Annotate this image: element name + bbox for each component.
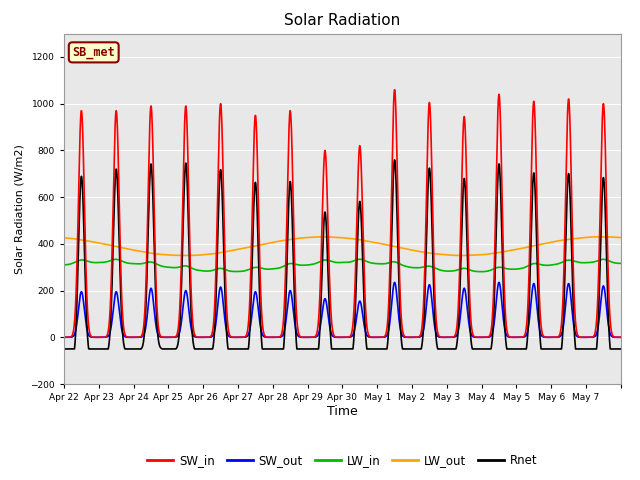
SW_out (495, 279, 503, 285)
LW_in (393, 260, 401, 265)
LW_in (356, 256, 364, 262)
LW_in (523, 264, 531, 269)
SW_out (617, 335, 625, 340)
SW_in (523, 323, 531, 329)
Rnet (523, 345, 531, 350)
SW_in (495, 92, 503, 98)
LW_out (602, 234, 610, 240)
LW_in (364, 259, 371, 264)
LW_in (617, 261, 625, 266)
Rnet (393, 210, 401, 216)
Rnet (390, 157, 398, 163)
LW_out (537, 241, 545, 247)
Rnet (495, 162, 503, 168)
Line: LW_in: LW_in (64, 259, 621, 272)
SW_in (60, 335, 68, 340)
Rnet (617, 346, 625, 352)
SW_in (393, 155, 401, 160)
LW_in (537, 262, 545, 267)
SW_out (393, 293, 401, 299)
Legend: SW_in, SW_out, LW_in, LW_out, Rnet: SW_in, SW_out, LW_in, LW_out, Rnet (143, 449, 542, 472)
LW_out (175, 252, 183, 258)
LW_out (458, 252, 465, 258)
SW_out (363, 333, 371, 338)
SW_in (175, 312, 183, 318)
Rnet (363, 346, 371, 352)
Rnet (60, 346, 68, 352)
Line: Rnet: Rnet (64, 160, 621, 349)
SW_in (390, 87, 398, 93)
LW_out (60, 235, 68, 241)
LW_in (495, 264, 503, 270)
LW_out (363, 238, 371, 244)
LW_in (60, 262, 68, 268)
LW_in (175, 264, 183, 270)
Rnet (175, 328, 183, 334)
SW_in (617, 335, 625, 340)
Line: SW_in: SW_in (64, 90, 621, 337)
SW_in (363, 324, 371, 330)
Text: SB_met: SB_met (72, 46, 115, 59)
LW_out (495, 250, 503, 255)
SW_out (537, 331, 545, 337)
SW_in (537, 321, 545, 327)
LW_out (617, 235, 625, 240)
LW_in (477, 269, 485, 275)
LW_out (393, 244, 401, 250)
Line: SW_out: SW_out (64, 282, 621, 337)
Y-axis label: Solar Radiation (W/m2): Solar Radiation (W/m2) (15, 144, 25, 274)
SW_out (495, 280, 503, 286)
X-axis label: Time: Time (327, 405, 358, 418)
LW_out (523, 244, 531, 250)
SW_out (60, 335, 68, 340)
SW_out (175, 330, 183, 336)
Rnet (537, 345, 545, 350)
Title: Solar Radiation: Solar Radiation (284, 13, 401, 28)
SW_out (523, 332, 531, 337)
Line: LW_out: LW_out (64, 237, 621, 255)
